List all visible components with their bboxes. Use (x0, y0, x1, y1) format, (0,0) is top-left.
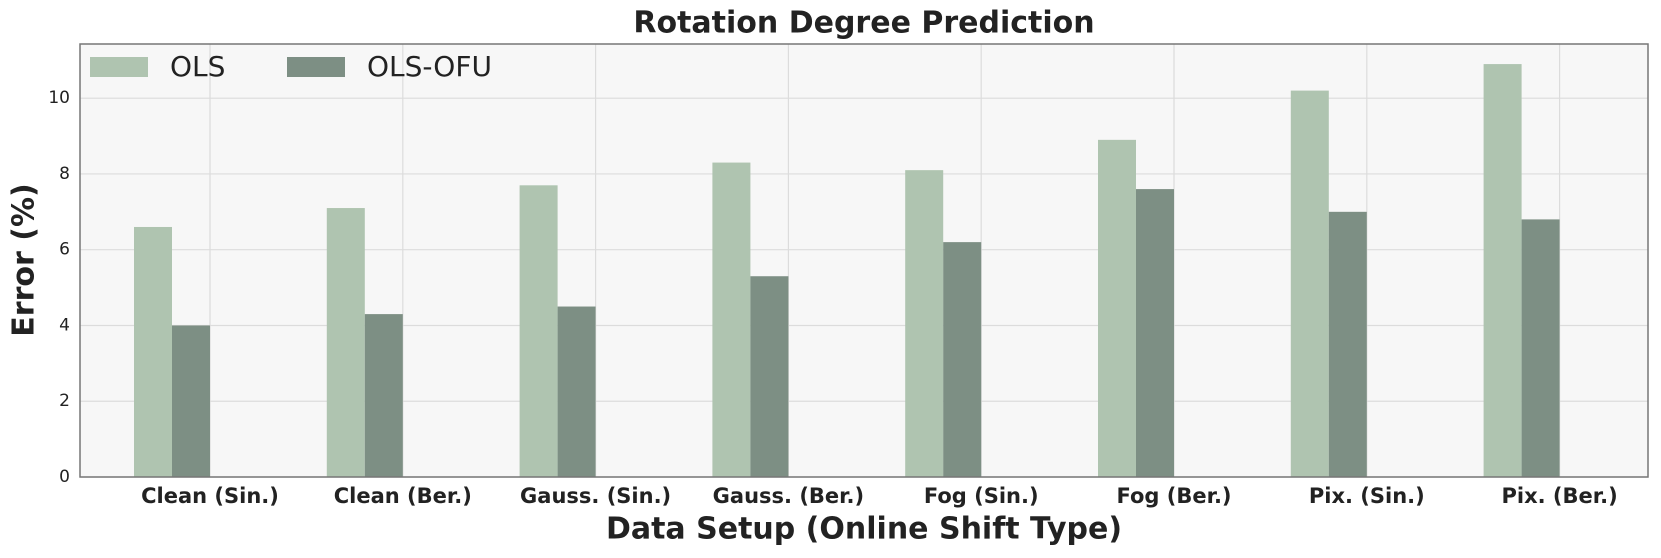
legend-label: OLS (170, 50, 225, 83)
x-tick-label: Clean (Ber.) (334, 484, 472, 508)
y-tick-label: 8 (59, 164, 70, 184)
y-axis-label: Error (%) (7, 183, 42, 336)
y-tick-label: 2 (59, 391, 70, 411)
bar (1328, 211, 1367, 477)
x-tick-label: Pix. (Ber.) (1501, 484, 1617, 508)
x-tick-label: Gauss. (Sin.) (520, 484, 671, 508)
legend: OLS OLS-OFU (90, 50, 492, 83)
plot-frame (79, 43, 1649, 478)
bar (1483, 64, 1522, 477)
bar (172, 325, 210, 477)
bar (750, 276, 789, 477)
bar (557, 306, 596, 477)
y-tick-label: 0 (59, 467, 70, 487)
legend-label: OLS-OFU (367, 50, 492, 83)
bar (712, 162, 751, 477)
bar (905, 170, 944, 478)
bar (364, 314, 403, 477)
x-tick-label: Pix. (Sin.) (1309, 484, 1425, 508)
bar (1290, 90, 1329, 478)
bar (519, 185, 558, 477)
y-tick-label: 6 (59, 240, 70, 260)
x-tick-label: Fog (Ber.) (1116, 484, 1231, 508)
x-axis-label: Data Setup (Online Shift Type) (606, 512, 1122, 547)
bar (1136, 189, 1174, 477)
legend-swatch (287, 57, 345, 77)
chart-title: Rotation Degree Prediction (633, 6, 1094, 41)
bars (134, 64, 1560, 478)
bar (1098, 139, 1136, 478)
y-tick-label: 10 (48, 88, 70, 108)
y-tick-label: 4 (59, 315, 70, 335)
x-tick-label: Gauss. (Ber.) (713, 484, 864, 508)
bar (326, 208, 365, 478)
bar (134, 226, 172, 477)
bar (1521, 219, 1560, 477)
x-tick-label: Clean (Sin.) (141, 484, 279, 508)
plot-area (80, 44, 1648, 477)
legend-swatch (90, 57, 148, 77)
bar (943, 242, 982, 477)
x-tick-label: Fog (Sin.) (924, 484, 1039, 508)
